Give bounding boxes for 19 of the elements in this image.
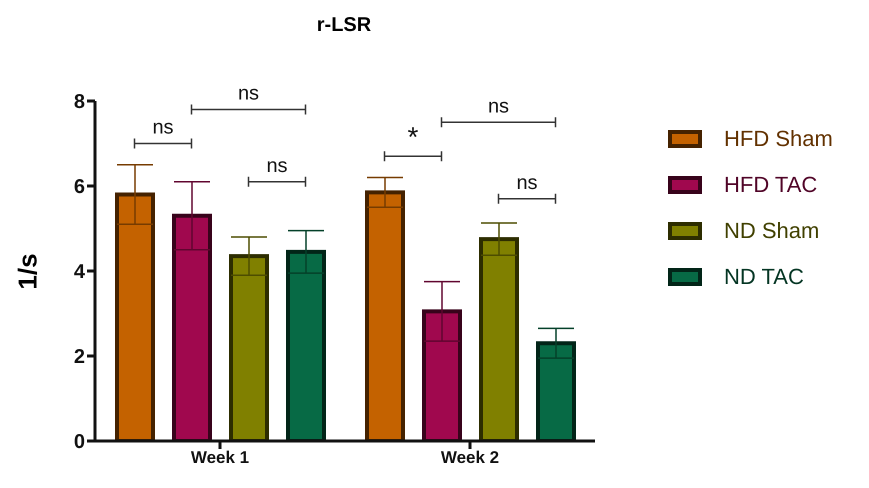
annotation: ns bbox=[152, 116, 174, 138]
annotation: ns bbox=[266, 154, 288, 177]
y-tick-label: 8 bbox=[74, 91, 85, 114]
legend-label: HFD Sham bbox=[724, 126, 833, 152]
annotation: ns bbox=[488, 95, 510, 118]
annotation: * bbox=[408, 121, 419, 152]
annotation: ns bbox=[238, 82, 260, 104]
y-tick-label: 6 bbox=[74, 176, 85, 198]
legend-label: ND Sham bbox=[724, 218, 820, 244]
y-tick-label: 4 bbox=[74, 261, 86, 284]
y-tick-label: 2 bbox=[74, 346, 85, 368]
legend-label: ND TAC bbox=[724, 264, 804, 290]
chart-title: r-LSR bbox=[316, 14, 372, 37]
annotation: ns bbox=[516, 172, 538, 194]
y-tick-label: 0 bbox=[74, 431, 85, 454]
legend-label: HFD TAC bbox=[724, 172, 818, 198]
x-tick-label: Week 2 bbox=[440, 448, 500, 468]
x-tick-label: Week 1 bbox=[190, 448, 250, 468]
y-axis-title: 1/s bbox=[12, 252, 44, 290]
